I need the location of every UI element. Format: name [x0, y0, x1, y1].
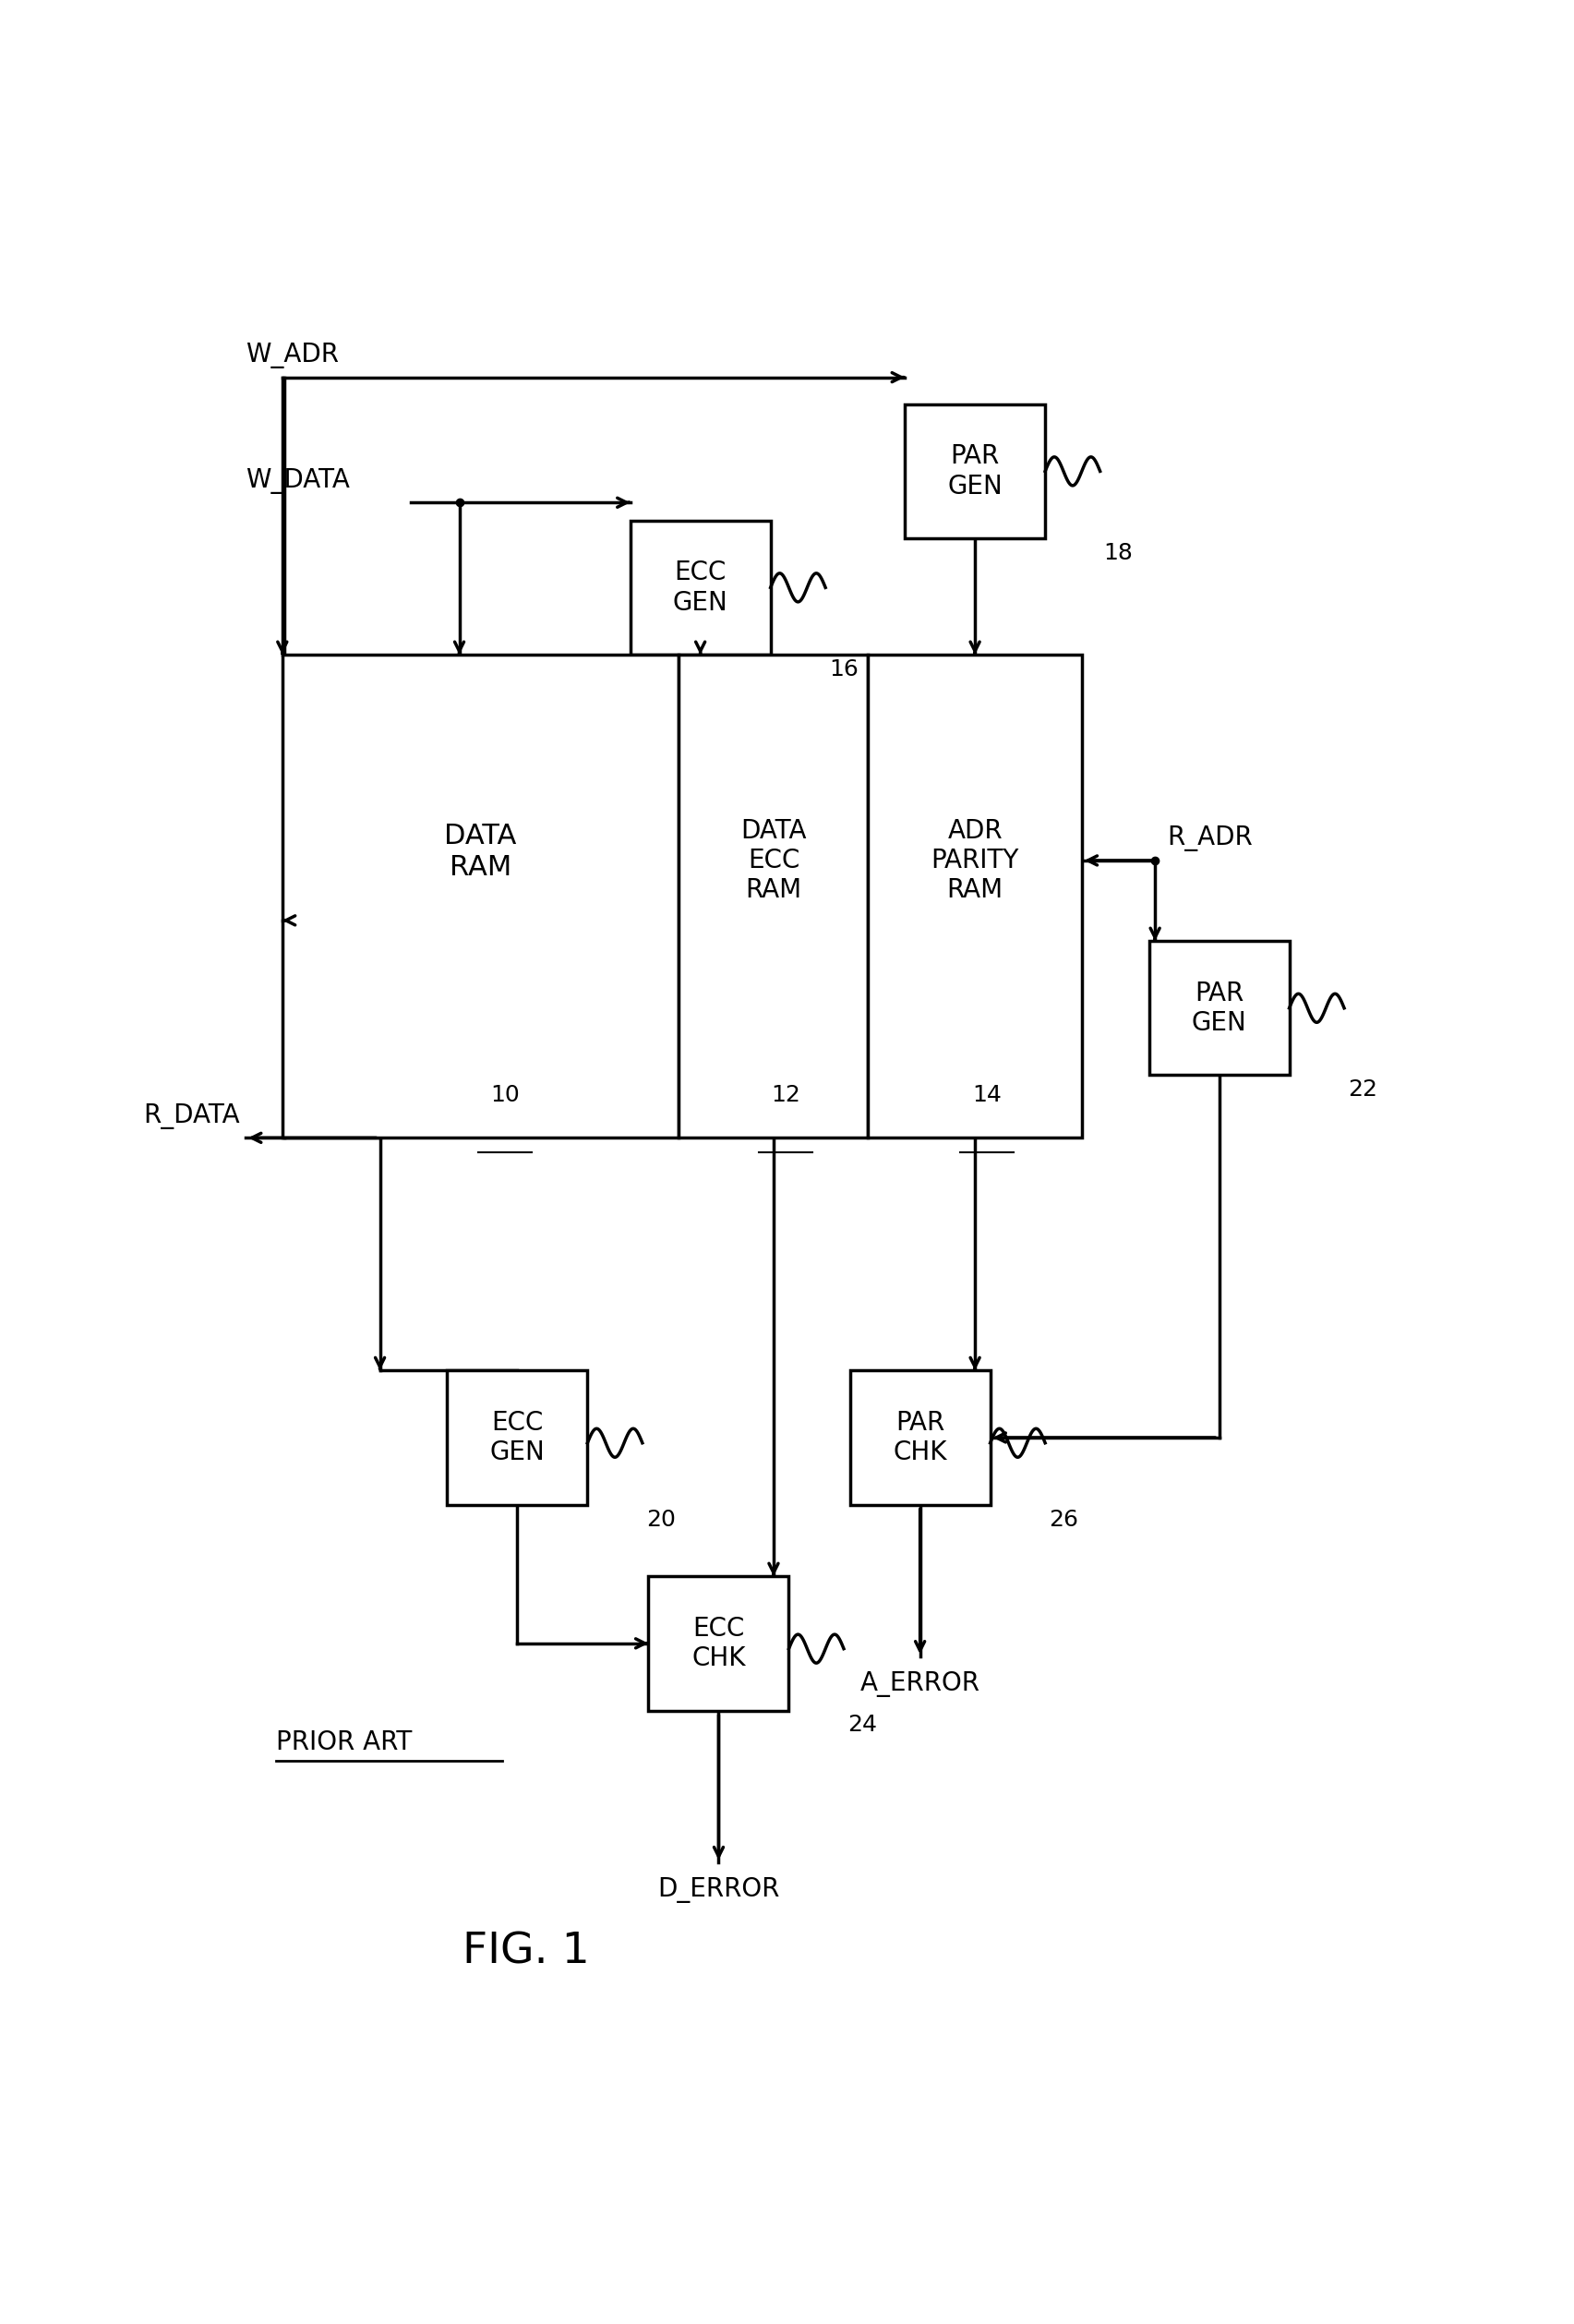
Text: 20: 20 [645, 1508, 675, 1532]
Text: 24: 24 [847, 1715, 877, 1736]
Text: R_ADR: R_ADR [1166, 825, 1251, 851]
Bar [903, 404, 1045, 539]
Bar [1147, 941, 1289, 1076]
Text: PAR
CHK: PAR CHK [892, 1411, 946, 1466]
Text: 22: 22 [1347, 1078, 1377, 1102]
Text: A_ERROR: A_ERROR [859, 1671, 979, 1697]
Text: 16: 16 [828, 658, 858, 681]
Bar [678, 655, 867, 1139]
Bar [867, 655, 1081, 1139]
Text: ECC
GEN: ECC GEN [490, 1411, 545, 1466]
Text: PRIOR ART: PRIOR ART [275, 1729, 412, 1755]
Text: 26: 26 [1048, 1508, 1078, 1532]
Bar [282, 655, 678, 1139]
Text: 10: 10 [490, 1083, 519, 1106]
Text: ECC
GEN: ECC GEN [672, 560, 727, 616]
Bar [630, 521, 770, 655]
Bar [850, 1371, 990, 1504]
Text: ECC
CHK: ECC CHK [691, 1615, 745, 1671]
Text: 12: 12 [771, 1083, 800, 1106]
Text: W_DATA: W_DATA [246, 467, 349, 493]
Text: 14: 14 [971, 1083, 1001, 1106]
Text: R_DATA: R_DATA [143, 1104, 239, 1129]
Text: D_ERROR: D_ERROR [658, 1878, 779, 1903]
Text: PAR
GEN: PAR GEN [948, 444, 1003, 500]
Bar [447, 1371, 587, 1504]
Bar [648, 1576, 789, 1710]
Text: PAR
GEN: PAR GEN [1192, 981, 1247, 1037]
Text: FIG. 1: FIG. 1 [463, 1931, 590, 1973]
Text: ADR
PARITY
RAM: ADR PARITY RAM [930, 818, 1018, 904]
Text: 18: 18 [1103, 541, 1133, 565]
Text: DATA
RAM: DATA RAM [444, 823, 516, 881]
Text: W_ADR: W_ADR [246, 342, 338, 367]
Text: DATA
ECC
RAM: DATA ECC RAM [740, 818, 806, 904]
